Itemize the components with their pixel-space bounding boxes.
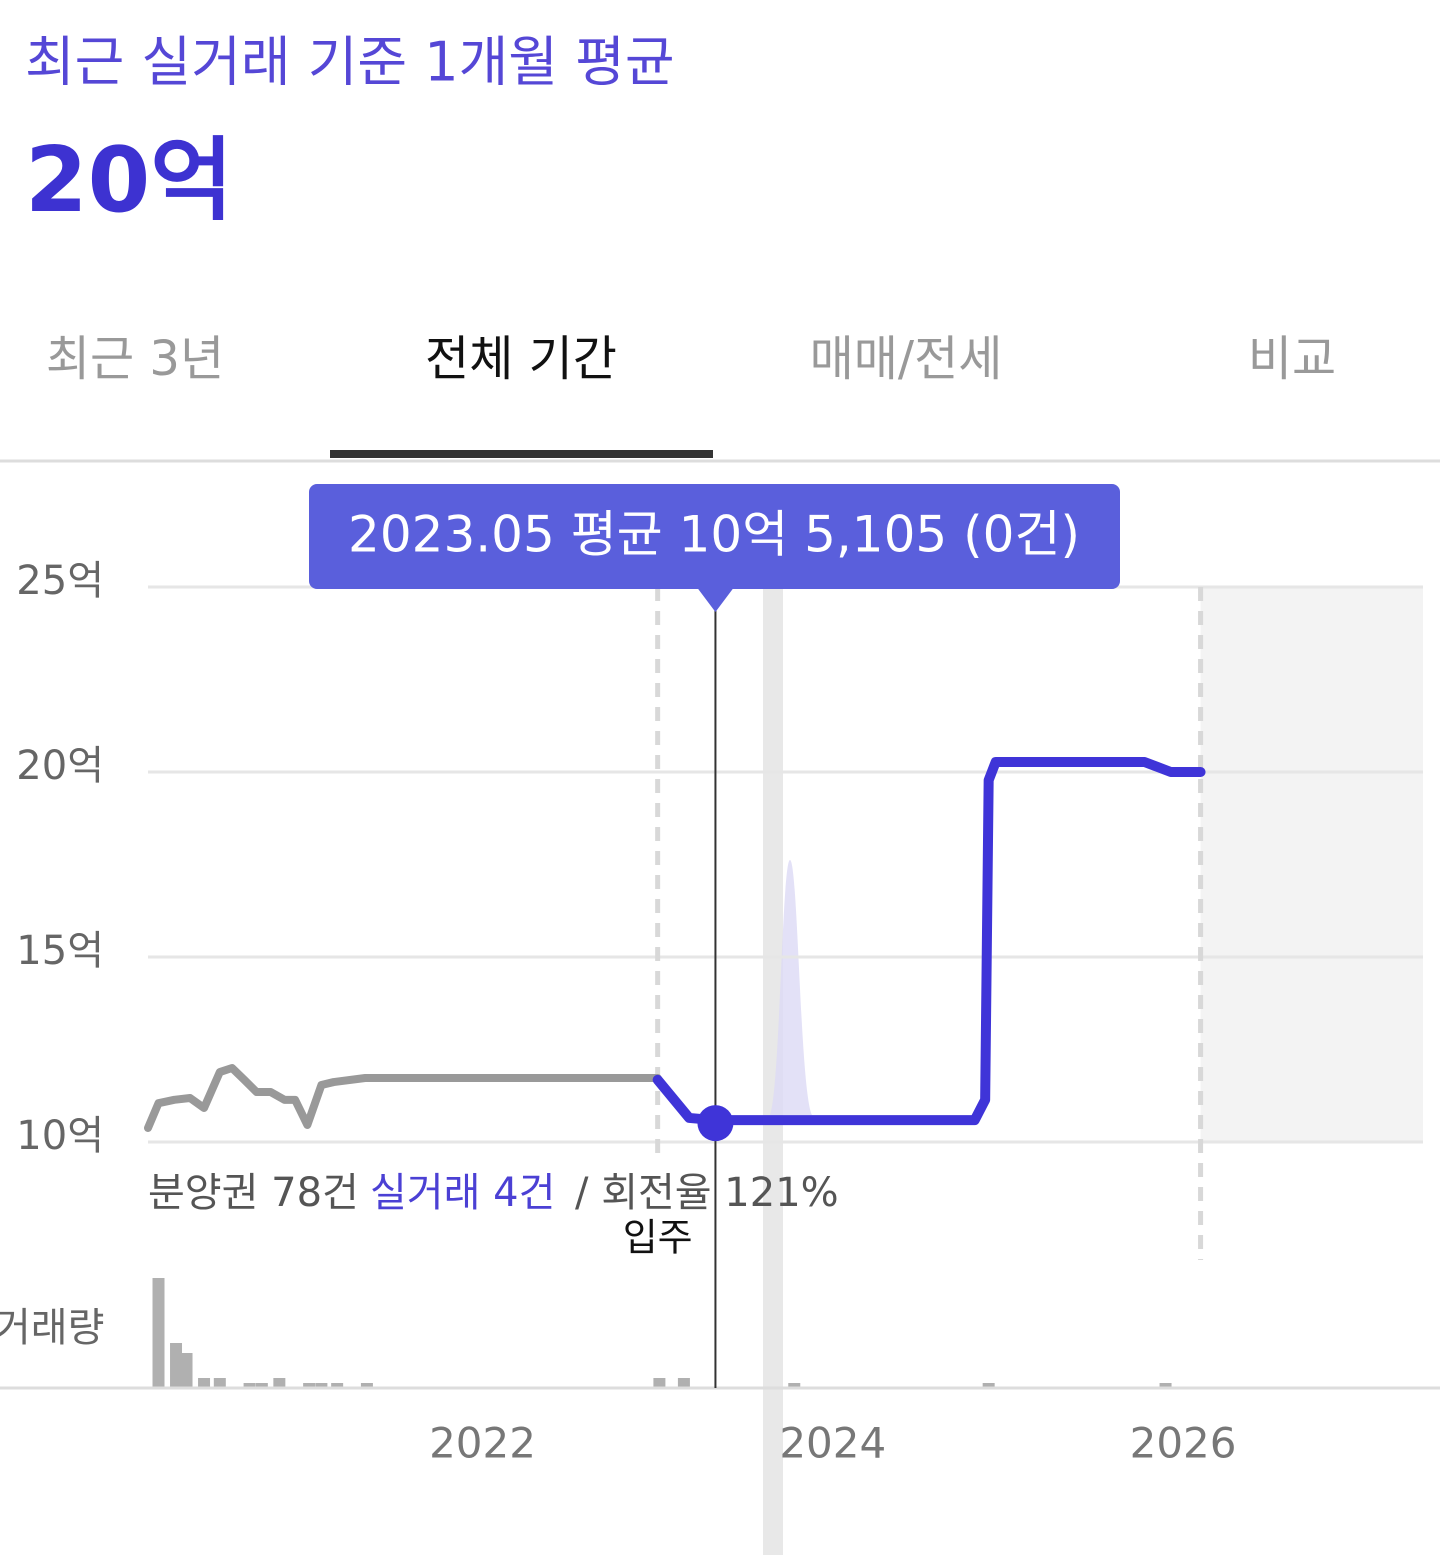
tooltip-arrow <box>697 588 734 612</box>
summary-turnover: / 회전율 121% <box>575 1170 839 1216</box>
header-value: 20억 <box>25 128 233 233</box>
tooltip-text: 2023.05 평균 10억 5,105 (0건) <box>348 506 1080 564</box>
x-tick-label: 2026 <box>1130 1419 1237 1468</box>
tab-underline <box>330 450 713 458</box>
volume-bar <box>677 1378 690 1388</box>
volume-bar <box>170 1343 183 1388</box>
volume-bar <box>1159 1383 1172 1388</box>
header-title: 최근 실거래 기준 1개월 평균 <box>25 31 675 94</box>
tab[interactable]: 비교 <box>1248 331 1336 387</box>
x-tick-label: 2024 <box>779 1419 886 1468</box>
density-spike <box>770 860 812 1115</box>
y-tick-label: 20억 <box>16 743 104 789</box>
volume-bar <box>303 1383 316 1388</box>
volume-bar <box>255 1383 268 1388</box>
summary-deals: 실거래 4건 <box>370 1170 555 1216</box>
volume-bar <box>315 1383 328 1388</box>
volume-label: 거래량 <box>0 1305 104 1351</box>
volume-bar <box>152 1278 165 1388</box>
summary-sales: 분양권 78건 <box>148 1170 359 1216</box>
volume-bar <box>180 1353 193 1388</box>
volume-bar <box>331 1383 344 1388</box>
volume-bar <box>273 1378 286 1388</box>
tooltip-box <box>309 484 1120 589</box>
future-area <box>1200 587 1423 1142</box>
y-tick-label: 10억 <box>16 1113 104 1159</box>
volume-bar <box>788 1383 801 1388</box>
tab[interactable]: 최근 3년 <box>46 331 224 387</box>
volume-bar <box>982 1383 995 1388</box>
volume-bar <box>213 1378 226 1388</box>
y-tick-label: 25억 <box>16 558 104 604</box>
tab-selected[interactable]: 전체 기간 <box>425 331 617 387</box>
price-line <box>144 1064 662 1132</box>
volume-bar <box>653 1378 666 1388</box>
volume-bar <box>198 1378 211 1388</box>
y-tick-label: 15억 <box>16 928 104 974</box>
scroll-band <box>763 587 783 1555</box>
volume-bar <box>243 1383 256 1388</box>
price-line <box>652 757 1206 1126</box>
x-tick-label: 2022 <box>429 1419 536 1468</box>
hover-dot <box>697 1105 734 1142</box>
volume-bar <box>360 1383 373 1388</box>
move-in-label: 입주 <box>623 1216 693 1260</box>
tab[interactable]: 매매/전세 <box>810 331 1003 387</box>
